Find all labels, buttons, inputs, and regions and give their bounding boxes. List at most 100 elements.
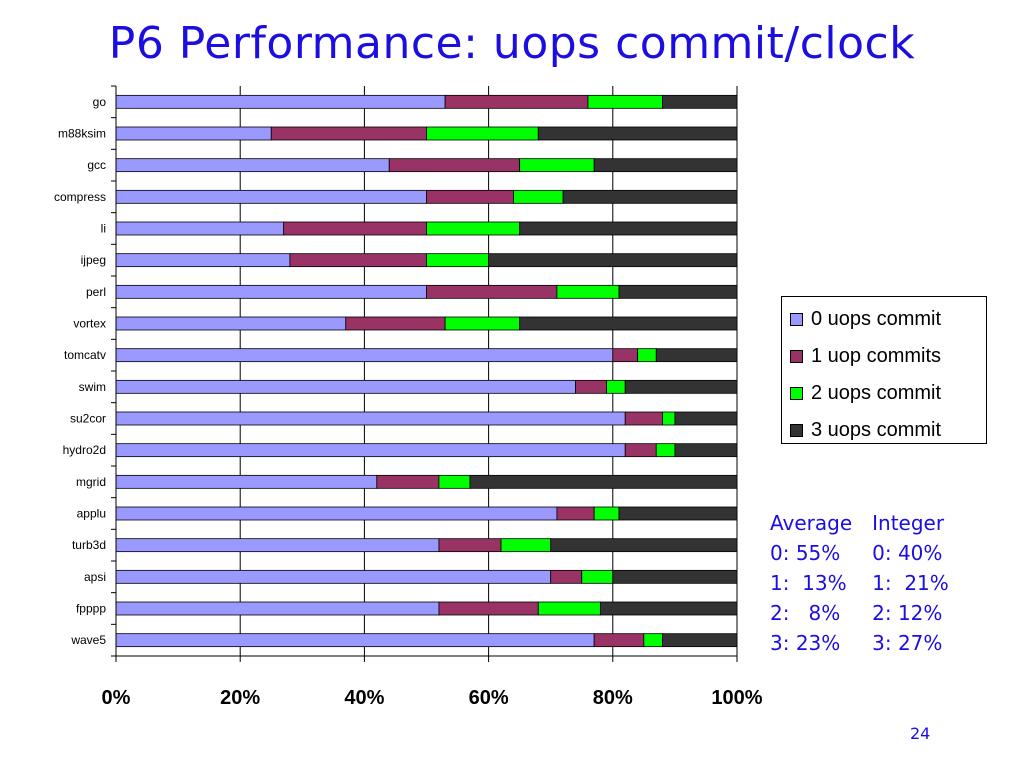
x-tick-label: 60% — [469, 687, 509, 709]
category-label-applu: applu — [77, 507, 106, 521]
bar-m88ksim-series-3 — [537, 126, 738, 141]
bar-li-series-2 — [426, 221, 521, 236]
bar-turb3d-series-3 — [550, 538, 738, 553]
bar-go-series-0 — [115, 94, 446, 109]
bar-li-series-0 — [115, 221, 285, 236]
bars — [115, 94, 738, 648]
stats-integer-row: 2: 12% — [872, 601, 943, 625]
category-label-tomcatv: tomcatv — [64, 348, 106, 362]
bar-gcc-series-2 — [519, 158, 595, 173]
bar-perl-series-0 — [115, 284, 427, 299]
category-label-ijpeg: ijpeg — [81, 253, 106, 267]
legend-item-3: 3 uops commit — [790, 412, 986, 449]
category-label-gcc: gcc — [87, 158, 106, 172]
bar-wave5-series-0 — [115, 633, 595, 648]
stats-average-row: 2: 8% — [770, 601, 841, 625]
bar-vortex-series-3 — [519, 316, 738, 331]
legend-label-0: 0 uops commit — [811, 308, 942, 330]
bar-applu-series-3 — [618, 506, 738, 521]
bar-ijpeg-series-1 — [289, 253, 427, 268]
bar-mgrid-series-1 — [376, 474, 440, 489]
stats-average-row: 1: 13% — [770, 571, 847, 595]
stats-average-row: 0: 55% — [770, 541, 841, 565]
bar-tomcatv-series-2 — [637, 348, 657, 363]
category-label-hydro2d: hydro2d — [63, 443, 106, 457]
bar-fpppp-series-2 — [537, 601, 601, 616]
bar-ijpeg-series-0 — [115, 253, 291, 268]
stats-integer-column: Integer 0: 40% 1: 21% 2: 12% 3: 27% — [872, 508, 949, 658]
category-label-compress: compress — [54, 190, 106, 204]
bar-su2cor-series-1 — [624, 411, 663, 426]
category-label-wave5: wave5 — [70, 633, 106, 647]
bar-ijpeg-series-3 — [488, 253, 738, 268]
bar-gcc-series-0 — [115, 158, 390, 173]
x-tick-label: 40% — [344, 687, 384, 709]
bar-swim-series-3 — [624, 379, 738, 394]
legend-item-1: 1 uop commits — [790, 338, 986, 375]
category-label-m88ksim: m88ksim — [58, 127, 106, 141]
axes — [111, 85, 738, 662]
bar-hydro2d-series-2 — [655, 443, 676, 458]
legend-label-3: 3 uops commit — [811, 419, 942, 441]
bar-m88ksim-series-2 — [426, 126, 539, 141]
bar-fpppp-series-1 — [438, 601, 539, 616]
bar-apsi-series-3 — [612, 569, 738, 584]
stats-integer-row: 0: 40% — [872, 541, 943, 565]
bar-apsi-series-0 — [115, 569, 552, 584]
bar-compress-series-3 — [562, 189, 738, 204]
legend-label-2: 2 uops commit — [811, 382, 942, 404]
bar-mgrid-series-0 — [115, 474, 378, 489]
bar-turb3d-series-1 — [438, 538, 502, 553]
stats-integer-row: 1: 21% — [872, 571, 949, 595]
labels: go m88ksim gcc compress li ijpeg perl vortex tom… — [54, 95, 763, 709]
bar-mgrid-series-2 — [438, 474, 471, 489]
bar-go-series-3 — [662, 94, 738, 109]
bar-apsi-series-1 — [550, 569, 583, 584]
bar-go-series-1 — [444, 94, 589, 109]
bar-fpppp-series-0 — [115, 601, 440, 616]
bar-swim-series-0 — [115, 379, 576, 394]
bar-su2cor-series-0 — [115, 411, 626, 426]
bar-wave5-series-1 — [593, 633, 645, 648]
bar-hydro2d-series-3 — [674, 443, 738, 458]
x-tick-label: 100% — [711, 687, 762, 709]
legend: 0 uops commit 1 uop commits 2 uops commi… — [781, 296, 987, 444]
legend-label-1: 1 uop commits — [811, 345, 942, 367]
grid-lines — [239, 86, 738, 656]
stats-average-column: Average 0: 55% 1: 13% 2: 8% 3: 23% — [770, 508, 852, 658]
bar-compress-series-1 — [426, 189, 514, 204]
bar-gcc-series-3 — [593, 158, 738, 173]
bar-vortex-series-0 — [115, 316, 347, 331]
bar-su2cor-series-3 — [674, 411, 738, 426]
bar-vortex-series-2 — [444, 316, 521, 331]
category-label-swim: swim — [79, 380, 106, 394]
category-label-su2cor: su2cor — [70, 412, 106, 426]
bar-m88ksim-series-0 — [115, 126, 272, 141]
category-label-fpppp: fpppp — [76, 602, 106, 616]
bar-applu-series-2 — [593, 506, 620, 521]
page-number: 24 — [910, 724, 931, 743]
bar-apsi-series-2 — [581, 569, 614, 584]
stats-integer-header: Integer — [872, 511, 945, 535]
category-label-go: go — [93, 95, 107, 109]
slide-title: P6 Performance: uops commit/clock — [108, 18, 916, 69]
category-label-mgrid: mgrid — [76, 475, 106, 489]
bar-swim-series-1 — [575, 379, 607, 394]
stats-average-row: 3: 23% — [770, 631, 841, 655]
category-label-apsi: apsi — [84, 570, 106, 584]
bar-li-series-1 — [283, 221, 427, 236]
bar-perl-series-2 — [556, 284, 620, 299]
bar-swim-series-2 — [606, 379, 626, 394]
category-label-perl: perl — [86, 285, 106, 299]
bar-su2cor-series-2 — [662, 411, 676, 426]
bar-tomcatv-series-1 — [612, 348, 639, 363]
bar-m88ksim-series-1 — [270, 126, 427, 141]
bar-turb3d-series-0 — [115, 538, 440, 553]
x-tick-label: 0% — [102, 687, 131, 709]
legend-swatch-0 — [790, 313, 803, 326]
bar-tomcatv-series-3 — [655, 348, 738, 363]
bar-mgrid-series-3 — [469, 474, 738, 489]
bar-wave5-series-3 — [662, 633, 738, 648]
category-label-vortex: vortex — [73, 317, 106, 331]
